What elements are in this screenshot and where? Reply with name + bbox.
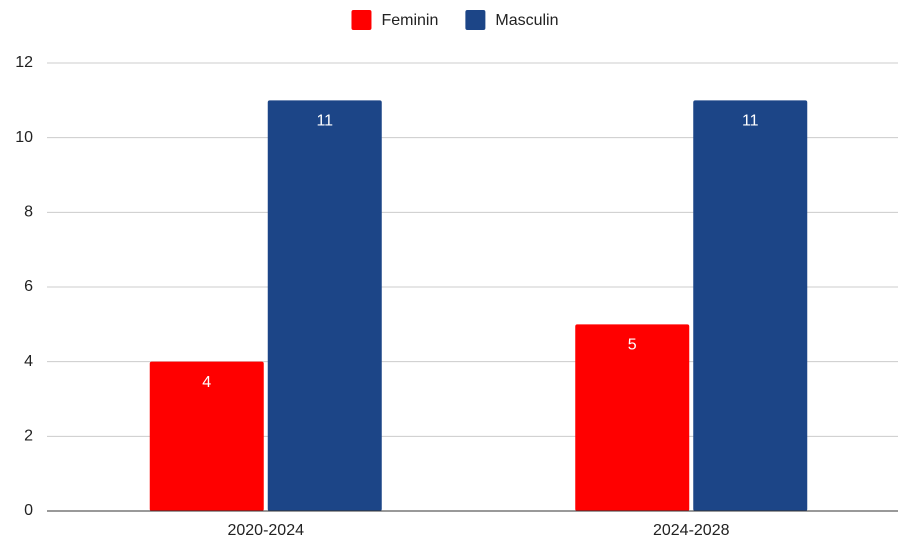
data-label: 11 — [742, 113, 759, 130]
legend-label: Feminin — [381, 12, 438, 29]
legend-label: Masculin — [495, 12, 558, 29]
y-tick-label: 4 — [24, 353, 33, 370]
data-label: 5 — [628, 337, 637, 354]
legend-swatch — [351, 10, 372, 30]
bar — [575, 324, 690, 511]
x-tick-label: 2024-2028 — [653, 522, 730, 539]
y-tick-label: 6 — [24, 278, 33, 295]
x-tick-label: 2020-2024 — [227, 522, 304, 539]
data-label: 4 — [202, 374, 211, 391]
y-tick-label: 2 — [24, 428, 33, 445]
bar — [267, 100, 382, 511]
legend-swatch — [465, 10, 486, 30]
y-tick-label: 0 — [24, 502, 33, 519]
bar — [693, 100, 808, 511]
y-tick-label: 10 — [15, 129, 33, 146]
bar — [149, 361, 264, 511]
data-label: 11 — [316, 113, 333, 130]
y-tick-label: 8 — [24, 204, 33, 221]
y-tick-label: 12 — [15, 54, 33, 71]
